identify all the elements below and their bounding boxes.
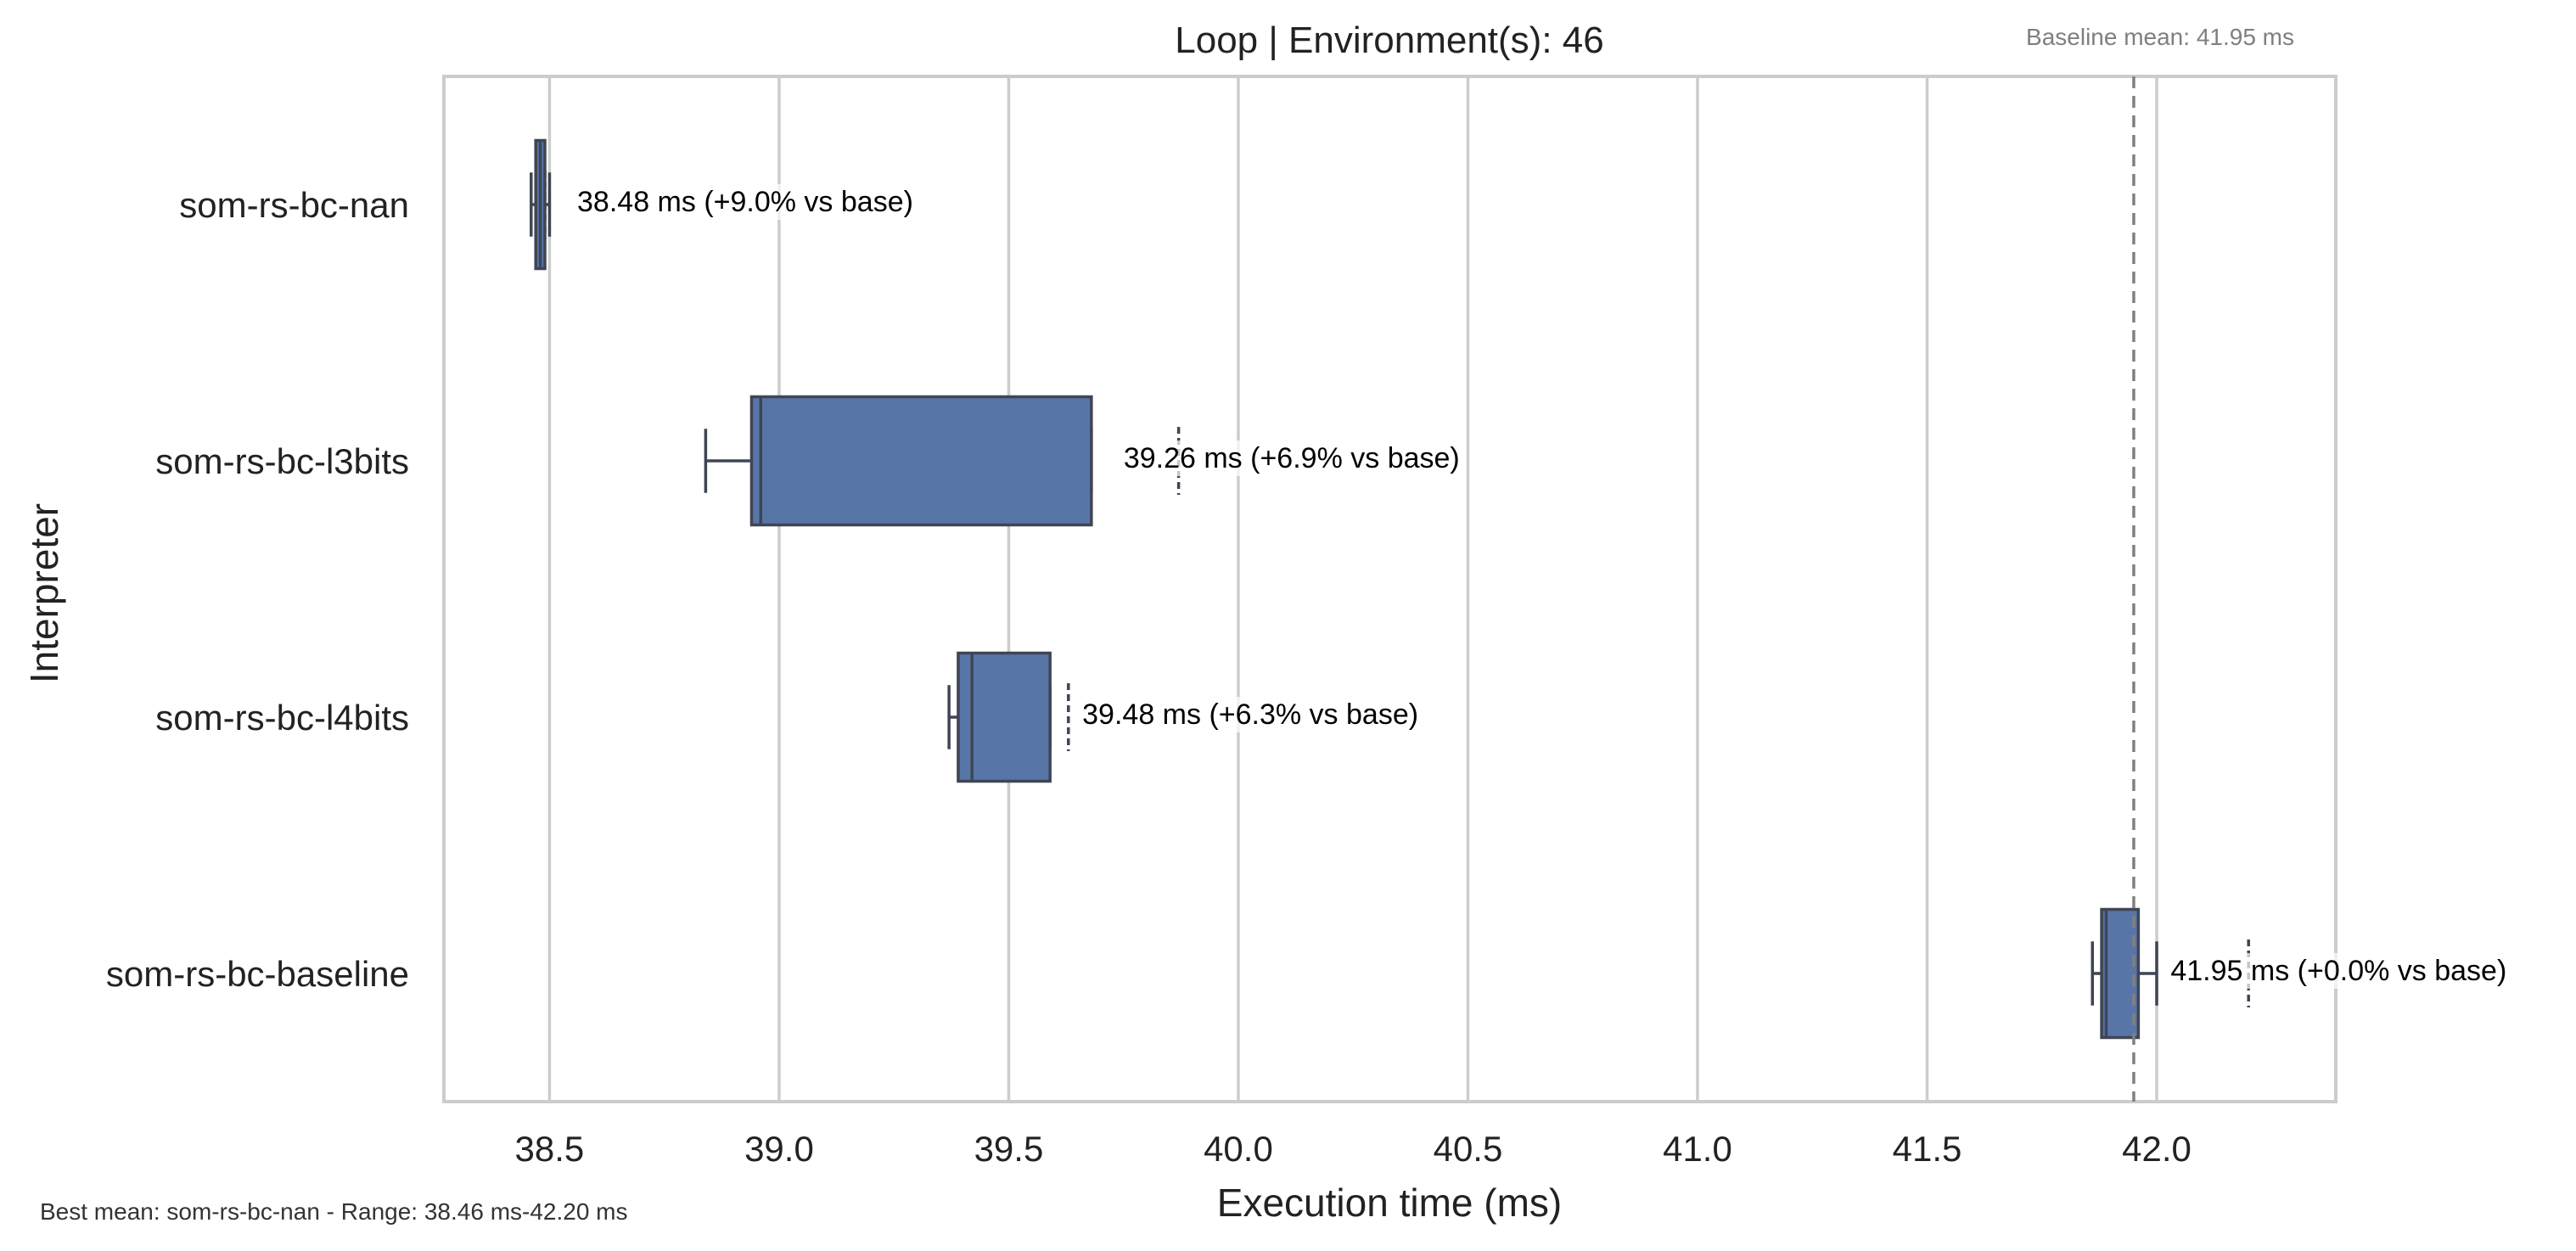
plot-frame <box>442 75 2337 1103</box>
box-layer <box>530 138 2250 1040</box>
data-label-layer: 38.48 ms (+9.0% vs base) 39.26 ms (+6.9% … <box>574 184 2511 989</box>
x-tick-label: 41.5 <box>1893 1129 1962 1169</box>
data-label: 39.48 ms (+6.3% vs base) <box>1079 697 1423 732</box>
data-label: 41.95 ms (+0.0% vs base) <box>2167 953 2511 989</box>
x-tick-label: 42.0 <box>2122 1129 2192 1169</box>
x-tick-labels: 38.5 39.0 39.5 40.0 40.5 41.0 41.5 42.0 <box>515 1129 2192 1169</box>
gridlines <box>547 76 2158 1102</box>
data-label: 39.26 ms (+6.9% vs base) <box>1120 440 1463 476</box>
x-tick-label: 40.0 <box>1204 1129 1273 1169</box>
chart-title: Loop | Environment(s): 46 <box>1175 20 1603 61</box>
x-tick-label: 40.5 <box>1434 1129 1503 1169</box>
y-axis-label: Interpreter <box>22 503 66 683</box>
box-som-rs-bc-baseline <box>2091 907 2250 1040</box>
y-category-label: som-rs-bc-nan <box>179 185 409 225</box>
data-label-bg <box>1079 697 1423 732</box>
data-label-bg <box>1120 440 1463 476</box>
y-category-label: som-rs-bc-baseline <box>106 954 409 994</box>
x-tick-label: 38.5 <box>515 1129 585 1169</box>
x-tick-label: 39.5 <box>974 1129 1044 1169</box>
box-iqr <box>2100 907 2141 1040</box>
footer-note: Best mean: som-rs-bc-nan - Range: 38.46 … <box>40 1198 628 1225</box>
box-som-rs-bc-l3bits <box>704 395 1181 527</box>
y-category-labels: som-rs-bc-nan som-rs-bc-l3bits som-rs-bc-l… <box>106 185 409 994</box>
data-label-text: 39.26 ms (+6.9% vs base) <box>1124 442 1460 474</box>
data-label-text: 41.95 ms (+0.0% vs base) <box>2170 955 2506 987</box>
data-label-text: 39.48 ms (+6.3% vs base) <box>1082 698 1418 731</box>
box-som-rs-bc-l4bits <box>947 651 1070 783</box>
baseline-annotation: Baseline mean: 41.95 ms <box>2026 24 2294 50</box>
data-label-text: 38.48 ms (+9.0% vs base) <box>577 186 913 218</box>
x-tick-label: 39.0 <box>744 1129 814 1169</box>
box-iqr <box>749 395 1093 527</box>
x-axis-label: Execution time (ms) <box>1217 1181 1562 1225</box>
data-label-bg <box>2167 953 2511 989</box>
y-category-label: som-rs-bc-l4bits <box>155 698 409 738</box>
data-label: 38.48 ms (+9.0% vs base) <box>574 184 917 220</box>
x-tick-label: 41.0 <box>1663 1129 1732 1169</box>
box-som-rs-bc-nan <box>530 138 552 271</box>
box-iqr <box>957 651 1052 783</box>
data-label-bg <box>574 184 917 220</box>
y-category-label: som-rs-bc-l3bits <box>155 441 409 481</box>
